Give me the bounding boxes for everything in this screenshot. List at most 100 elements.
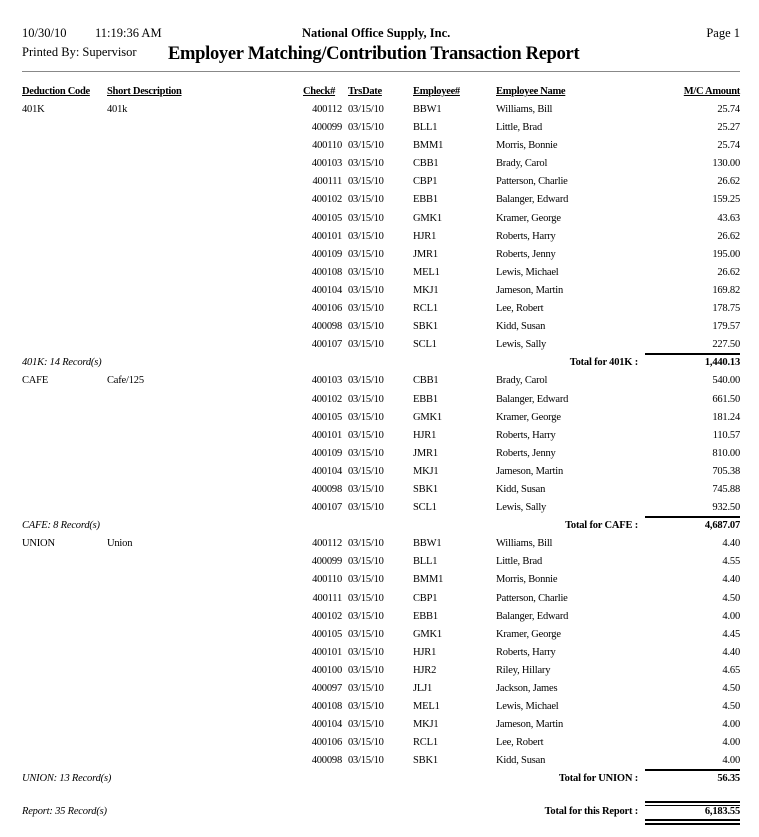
group-summary-row: UNION: 13 Record(s) Total for UNION : 56.3…	[0, 769, 759, 788]
table-row: 400107 03/15/10 SCL1 Lewis, Sally 227.50	[0, 336, 759, 354]
trs-date: 03/15/10	[348, 411, 384, 423]
employee-name: Kidd, Susan	[496, 321, 546, 333]
check-number: 400111	[312, 176, 342, 188]
print-time: 11:19:36 AM	[95, 26, 162, 40]
table-row: 400104 03/15/10 MKJ1 Jameson, Martin 705.38	[0, 463, 759, 481]
check-number: 400106	[311, 737, 343, 749]
employee-id: HJR1	[413, 646, 437, 658]
trs-date: 03/15/10	[348, 248, 384, 260]
trs-date: 03/15/10	[348, 646, 384, 658]
check-number: 400099	[311, 122, 343, 134]
check-number: 400112	[312, 104, 342, 115]
group-total: 56.35	[717, 773, 740, 785]
check-number: 400109	[311, 248, 343, 260]
check-number: 400105	[311, 628, 343, 640]
employee-id: BLL1	[413, 122, 438, 134]
amount: 227.50	[712, 339, 740, 351]
short-description: 401k	[107, 104, 128, 115]
employee-id: JLJ1	[413, 683, 433, 694]
table-row: 400109 03/15/10 JMR1 Roberts, Jenny 810.00	[0, 445, 759, 463]
record-count: UNION: 13 Record(s)	[22, 773, 112, 785]
employee-id: CBB1	[413, 375, 439, 387]
employee-id: MEL1	[413, 701, 440, 713]
employee-name: Roberts, Harry	[496, 230, 556, 242]
employee-name: Morris, Bonnie	[496, 574, 558, 586]
amount: 540.00	[712, 375, 740, 387]
trs-date: 03/15/10	[348, 122, 384, 134]
trs-date: 03/15/10	[348, 176, 384, 188]
table-row: 400110 03/15/10 BMM1 Morris, Bonnie 4.40	[0, 571, 759, 589]
amount: 159.25	[712, 194, 740, 206]
amount: 179.57	[712, 321, 740, 333]
check-number: 400097	[311, 683, 343, 694]
table-row: 400102 03/15/10 EBB1 Balanger, Edward 661.50	[0, 391, 759, 409]
employee-id: SBK1	[413, 755, 438, 767]
employee-name: Brady, Carol	[496, 375, 548, 387]
amount: 25.74	[717, 104, 740, 115]
report-total: 6,183.55	[704, 805, 740, 817]
table-row: 400101 03/15/10 HJR1 Roberts, Harry 26.62	[0, 228, 759, 246]
col-amount: M/C Amount	[683, 86, 741, 97]
table-row: CAFE Cafe/125 400103 03/15/10 CBB1 Brady, Car…	[0, 372, 759, 390]
trs-date: 03/15/10	[348, 393, 384, 405]
trs-date: 03/15/10	[348, 140, 384, 152]
trs-date: 03/15/10	[348, 592, 384, 604]
col-deduction-code: Deduction Code	[22, 86, 90, 97]
table-row: 400101 03/15/10 HJR1 Roberts, Harry 4.40	[0, 644, 759, 662]
employee-name: Lewis, Michael	[496, 266, 559, 278]
check-number: 400101	[311, 230, 343, 242]
employee-id: GMK1	[413, 411, 442, 423]
check-number: 400111	[312, 592, 342, 604]
amount: 4.40	[722, 538, 740, 550]
table-row: 400098 03/15/10 SBK1 Kidd, Susan 745.88	[0, 481, 759, 499]
col-trs-date: TrsDate	[348, 86, 382, 97]
table-row: 400111 03/15/10 CBP1 Patterson, Charlie 26.6…	[0, 173, 759, 191]
employee-id: SCL1	[413, 502, 437, 514]
trs-date: 03/15/10	[348, 502, 384, 514]
amount: 195.00	[712, 248, 740, 260]
employee-id: BBW1	[413, 104, 442, 115]
short-description: Union	[107, 538, 133, 550]
check-number: 400099	[311, 556, 343, 568]
col-employee: Employee#	[413, 86, 460, 97]
total-label: Total for CAFE :	[565, 520, 638, 532]
employee-name: Kramer, George	[496, 411, 561, 423]
table-row: 400099 03/15/10 BLL1 Little, Brad 25.27	[0, 119, 759, 137]
amount: 4.00	[722, 755, 740, 767]
amount: 4.50	[722, 592, 740, 604]
amount: 4.40	[722, 646, 740, 658]
table-row: 400098 03/15/10 SBK1 Kidd, Susan 4.00	[0, 752, 759, 770]
check-number: 400109	[311, 447, 343, 459]
page-number: Page 1	[706, 26, 740, 40]
trs-date: 03/15/10	[348, 719, 384, 731]
deduction-code: CAFE	[22, 375, 49, 387]
amount: 4.45	[722, 628, 740, 640]
employee-name: Jameson, Martin	[496, 465, 563, 477]
deduction-code: 401K	[22, 104, 45, 115]
deduction-code: UNION	[22, 538, 55, 550]
check-number: 400098	[311, 321, 343, 333]
employee-name: Patterson, Charlie	[496, 176, 568, 188]
total-double-line-bottom	[645, 818, 740, 825]
amount: 661.50	[712, 393, 740, 405]
printed-by: Printed By: Supervisor	[22, 45, 137, 59]
amount: 178.75	[712, 303, 740, 315]
check-number: 400105	[311, 212, 343, 224]
employee-name: Little, Brad	[496, 556, 543, 568]
employee-id: RCL1	[413, 303, 438, 315]
table-row: 400105 03/15/10 GMK1 Kramer, George 43.63	[0, 210, 759, 228]
table-row: 400107 03/15/10 SCL1 Lewis, Sally 932.50	[0, 499, 759, 517]
employee-name: Jackson, James	[496, 683, 558, 694]
employee-name: Lewis, Sally	[496, 339, 547, 351]
table-row: 400110 03/15/10 BMM1 Morris, Bonnie 25.74	[0, 137, 759, 155]
col-check: Check#	[303, 86, 336, 97]
record-count: 401K: 14 Record(s)	[22, 357, 102, 369]
employee-id: GMK1	[413, 212, 442, 224]
employee-name: Kidd, Susan	[496, 755, 546, 767]
amount: 26.62	[717, 230, 740, 242]
table-row: 400106 03/15/10 RCL1 Lee, Robert 4.00	[0, 734, 759, 752]
employee-name: Kramer, George	[496, 212, 561, 224]
short-description: Cafe/125	[107, 375, 144, 387]
employee-name: Balanger, Edward	[496, 610, 569, 622]
employee-id: CBB1	[413, 158, 439, 170]
